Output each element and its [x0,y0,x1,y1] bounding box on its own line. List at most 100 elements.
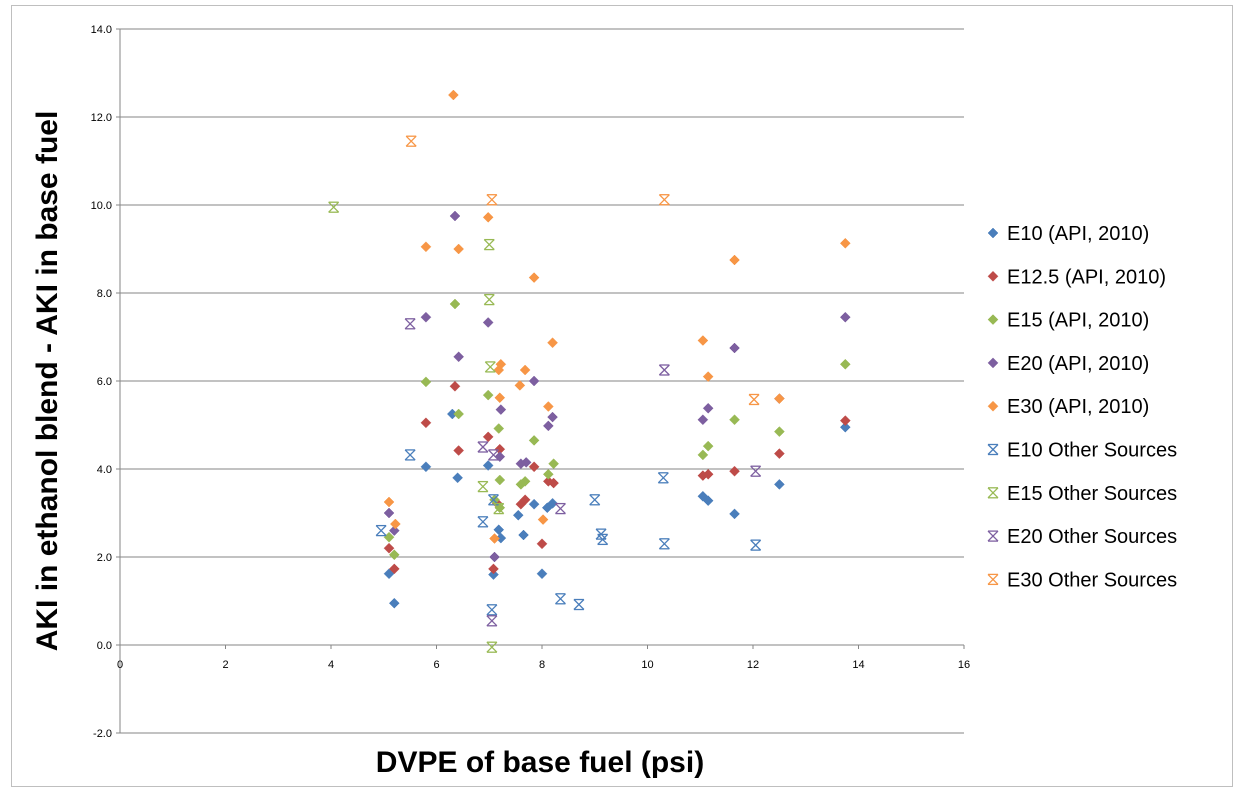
data-point [839,415,851,426]
data-point [495,404,507,415]
data-point [449,380,461,392]
y-axis-title: AKI in ethanol blend - AKI in base fuel [31,111,64,652]
y-tick-label: 4.0 [97,464,112,476]
data-point [589,494,601,506]
x-tick-label: 2 [222,659,228,671]
data-point [839,311,851,323]
x-tick-label: 0 [117,659,123,671]
y-tick-label: 12.0 [91,112,112,124]
data-point [404,449,416,461]
data-point [453,445,465,456]
legend: E10 (API, 2010) E12.5 (API, 2010) E15 (API… [987,223,1177,591]
chart-frame [11,5,1233,787]
data-point [448,89,459,101]
data-point [528,272,540,283]
data-point [518,529,529,541]
data-point [484,361,496,373]
y-tick-label: -2.0 [93,728,112,740]
y-tick-label: 0.0 [97,640,112,652]
data-point [839,421,851,433]
legend-label: E20 Other Sources [1007,526,1177,548]
data-point [388,549,400,561]
data-point [697,449,709,461]
data-point [420,376,432,388]
y-tick-label: 10.0 [91,200,112,212]
data-point [388,597,400,609]
data-point [729,342,740,354]
legend-label: E10 (API, 2010) [1007,223,1149,245]
data-point [542,420,554,432]
legend-label: E30 Other Sources [1007,569,1177,591]
legend-label: E10 Other Sources [1007,440,1177,462]
data-point [729,254,740,266]
data-point [452,472,463,484]
legend-marker [987,573,999,586]
data-point [542,468,554,480]
data-point [547,337,558,349]
y-tick-label: 2.0 [97,552,112,564]
data-point [486,641,498,653]
legend-marker [987,357,999,369]
data-point [748,393,760,406]
data-point [702,440,714,452]
data-point [536,568,548,580]
data-point [520,457,532,468]
data-point [519,475,531,487]
data-point [658,538,670,550]
data-point [774,448,785,459]
data-point [839,237,851,249]
data-point [453,408,465,420]
data-point [489,533,500,544]
data-point [702,371,714,382]
data-point [658,364,670,376]
x-tick-label: 14 [852,659,864,671]
data-point [750,539,762,551]
data-point [482,460,494,471]
data-point [489,551,500,563]
data-point [375,524,387,537]
x-tick-label: 10 [641,659,653,671]
data-point [729,508,740,520]
data-point [774,426,785,437]
data-point [702,402,714,414]
data-point [420,417,432,429]
data-point [774,393,785,404]
data-point [697,335,709,346]
data-point [483,293,495,306]
data-point [729,414,740,426]
data-point [542,401,554,412]
data-point [536,538,548,550]
x-tick-label: 8 [539,659,545,671]
data-point [547,497,558,509]
data-point [420,461,432,473]
data-point [493,423,505,434]
data-point [488,563,499,575]
data-point [729,465,740,477]
data-point [528,435,540,446]
data-point [405,135,417,147]
data-point [482,317,494,328]
legend-label: E12.5 (API, 2010) [1007,266,1166,288]
legend-marker [987,400,999,412]
axes [119,29,964,733]
data-point [488,494,499,506]
data-point [519,494,531,506]
tick-labels: -2.0 0.0 2.0 4.0 6.0 8.0 10.0 12.0 14.0 0 2 4 6 8 10 12… [91,24,971,740]
x-tick-label: 12 [747,659,759,671]
data-point [514,380,526,391]
data-point [449,298,461,310]
data-point [482,431,494,443]
data-point [404,318,416,330]
x-tick-label: 6 [433,659,439,671]
data-point [555,593,566,605]
data-point [449,210,461,222]
legend-marker [987,530,999,542]
data-point [839,358,851,370]
legend-marker [987,443,999,456]
data-point [328,201,340,213]
data-point [547,411,558,423]
data-point [493,502,505,515]
data-point [383,496,395,508]
data-point [697,414,709,426]
